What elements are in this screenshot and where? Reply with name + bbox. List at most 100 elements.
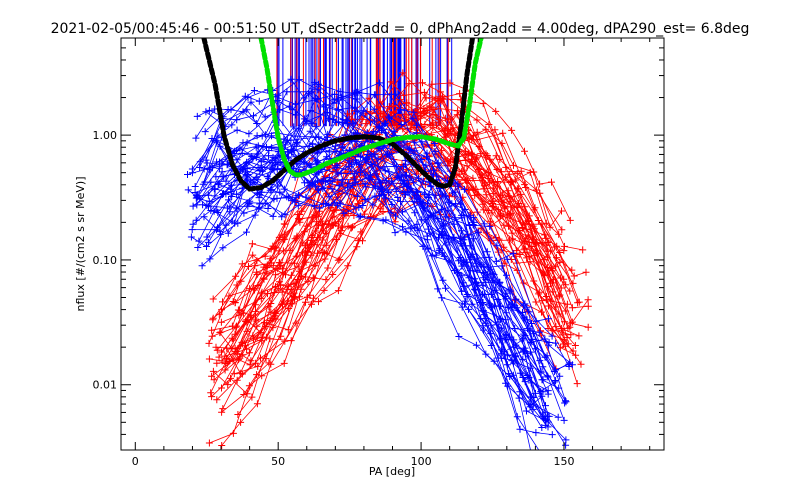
data-point-marker	[322, 200, 330, 207]
data-point-marker	[234, 219, 242, 227]
data-point-marker	[209, 295, 217, 303]
data-point-marker	[568, 318, 576, 326]
data-point-marker	[537, 388, 545, 396]
data-point-marker	[371, 151, 379, 159]
data-point-marker	[532, 429, 540, 437]
data-point-marker	[243, 390, 251, 398]
data-point-marker	[369, 201, 377, 209]
data-point-marker	[215, 310, 223, 318]
data-point-marker	[435, 164, 443, 172]
data-point-marker	[301, 228, 309, 236]
data-point-marker	[550, 243, 558, 251]
data-point-marker	[218, 348, 225, 356]
data-point-marker	[234, 411, 242, 418]
data-point-marker	[429, 119, 437, 127]
data-point-marker	[206, 166, 214, 174]
data-point-marker	[387, 209, 395, 217]
data-point-marker	[252, 359, 260, 367]
data-point-marker	[205, 106, 213, 114]
data-point-marker	[401, 110, 409, 118]
data-point-marker	[273, 194, 281, 202]
data-point-marker	[264, 205, 272, 212]
data-point-marker	[447, 156, 454, 164]
data-point-marker	[357, 169, 365, 177]
data-point-marker	[258, 132, 266, 140]
data-point-marker	[274, 182, 282, 190]
data-point-marker	[315, 222, 322, 230]
data-point-marker	[295, 215, 302, 223]
data-point-marker	[410, 108, 418, 116]
data-point-marker	[575, 332, 583, 340]
data-point-marker	[500, 198, 508, 206]
flux-curve	[205, 81, 573, 366]
data-point-marker	[230, 370, 238, 378]
data-point-marker	[332, 163, 340, 171]
data-point-marker	[513, 413, 521, 421]
data-point-marker	[477, 299, 485, 306]
data-point-marker	[487, 342, 495, 349]
flux-curves-layer	[184, 69, 592, 450]
data-point-marker	[431, 191, 439, 199]
data-point-marker	[397, 173, 405, 181]
data-point-marker	[235, 311, 243, 319]
data-point-marker	[388, 201, 396, 208]
data-point-marker	[347, 115, 355, 123]
data-point-marker	[280, 185, 288, 193]
data-point-marker	[217, 318, 225, 326]
data-point-marker	[472, 341, 480, 349]
data-point-marker	[510, 161, 517, 169]
data-point-marker	[493, 242, 501, 250]
data-point-marker	[352, 95, 360, 103]
data-point-marker	[567, 319, 575, 327]
data-point-marker	[475, 143, 483, 150]
data-point-marker	[209, 314, 217, 322]
data-point-marker	[269, 212, 277, 220]
data-point-marker	[224, 381, 232, 389]
data-point-marker	[207, 207, 215, 214]
data-point-marker	[560, 416, 568, 424]
data-point-marker	[219, 244, 227, 252]
data-point-marker	[257, 290, 265, 298]
data-point-marker	[315, 298, 322, 306]
data-point-marker	[272, 271, 280, 279]
data-point-marker	[290, 123, 298, 131]
data-point-marker	[509, 300, 517, 308]
data-point-marker	[266, 186, 274, 194]
data-point-marker	[284, 297, 292, 305]
data-point-marker	[272, 310, 280, 318]
data-point-marker	[245, 349, 253, 357]
data-point-marker	[324, 264, 332, 272]
data-point-marker	[362, 183, 370, 191]
data-point-marker	[498, 139, 506, 147]
data-point-marker	[308, 120, 316, 128]
data-point-marker	[394, 194, 402, 201]
data-point-marker	[471, 185, 479, 193]
data-point-marker	[280, 135, 288, 143]
data-point-marker	[441, 125, 449, 133]
data-point-marker	[508, 357, 516, 365]
data-point-marker	[376, 79, 383, 87]
data-point-marker	[253, 400, 261, 408]
data-point-marker	[424, 245, 432, 253]
data-point-marker	[437, 88, 444, 96]
data-point-marker	[187, 233, 195, 241]
flux-curve	[206, 183, 553, 435]
data-point-marker	[265, 152, 272, 160]
flux-curve	[211, 102, 562, 331]
data-point-marker	[235, 356, 243, 364]
data-point-marker	[458, 211, 466, 219]
data-point-marker	[213, 138, 221, 146]
data-point-marker	[227, 374, 234, 382]
data-point-marker	[363, 151, 371, 158]
data-point-marker	[460, 185, 468, 193]
data-point-marker	[397, 96, 404, 104]
data-point-marker	[355, 213, 363, 221]
data-point-marker	[454, 180, 462, 188]
data-point-marker	[385, 103, 393, 111]
data-point-marker	[311, 156, 319, 164]
data-point-marker	[273, 97, 281, 104]
data-point-marker	[184, 171, 191, 178]
data-point-marker	[268, 132, 275, 140]
data-point-marker	[241, 92, 249, 100]
data-point-marker	[259, 143, 267, 151]
